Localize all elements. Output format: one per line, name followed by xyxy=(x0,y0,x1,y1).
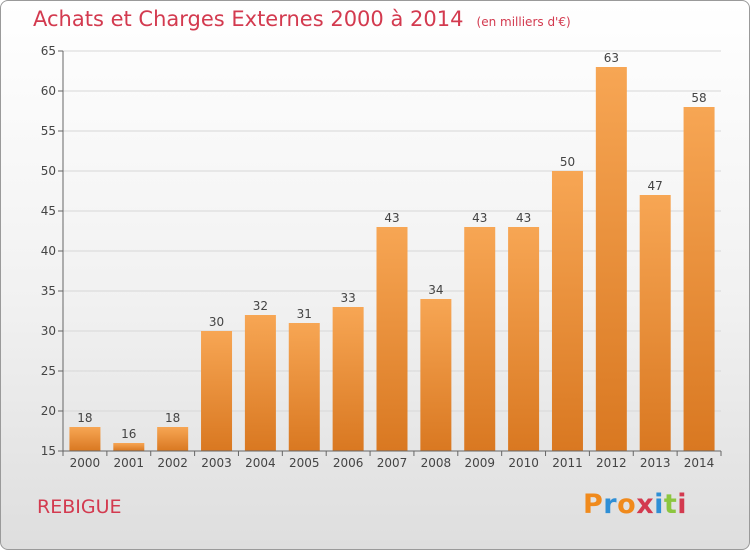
y-tick-label: 25 xyxy=(41,364,56,378)
x-tick-label-2010: 2010 xyxy=(508,456,539,470)
x-tick-label-2004: 2004 xyxy=(245,456,276,470)
logo-letter: P xyxy=(583,489,604,520)
bars: 18 16 18 30 32 31 33 43 34 43 43 50 63 47 58 xyxy=(69,51,715,451)
data-label-2005: 31 xyxy=(297,307,312,321)
x-tick-label-2006: 2006 xyxy=(333,456,364,470)
proxiti-logo[interactable]: Proxiti xyxy=(583,489,687,520)
y-tick-label: 30 xyxy=(41,324,56,338)
data-label-2014: 58 xyxy=(691,91,706,105)
bar-2009 xyxy=(464,227,496,451)
logo-letter: o xyxy=(617,489,637,520)
logo-letter: i xyxy=(654,489,664,520)
bar-2006 xyxy=(332,307,364,451)
x-tick-label-2001: 2001 xyxy=(114,456,145,470)
x-tick-label-2012: 2012 xyxy=(596,456,627,470)
bar-2000 xyxy=(69,427,101,451)
bar-2007 xyxy=(376,227,408,451)
bar-2008 xyxy=(420,299,452,451)
y-tick-label: 50 xyxy=(41,164,56,178)
x-tick-label-2007: 2007 xyxy=(377,456,408,470)
bar-2014 xyxy=(683,107,715,451)
logo-letter: i xyxy=(677,489,688,520)
bar-2012 xyxy=(595,67,627,451)
y-tick-label: 40 xyxy=(41,244,56,258)
logo-letter: r xyxy=(603,489,618,520)
x-tick-label-2011: 2011 xyxy=(552,456,583,470)
y-tick-label: 55 xyxy=(41,124,56,138)
data-label-2013: 47 xyxy=(648,179,663,193)
bar-2005 xyxy=(288,323,320,451)
data-label-2006: 33 xyxy=(340,291,355,305)
bar-2010 xyxy=(508,227,540,451)
chart-title-row: Achats et Charges Externes 2000 à 2014 (… xyxy=(33,7,571,31)
data-label-2010: 43 xyxy=(516,211,531,225)
data-label-2008: 34 xyxy=(428,283,443,297)
bar-2003 xyxy=(201,331,233,451)
chart-title: Achats et Charges Externes 2000 à 2014 xyxy=(33,7,464,31)
x-tick-label-2005: 2005 xyxy=(289,456,320,470)
bar-2002 xyxy=(157,427,189,451)
y-tick-label: 20 xyxy=(41,404,56,418)
y-tick-label: 45 xyxy=(41,204,56,218)
y-tick-label: 60 xyxy=(41,84,56,98)
data-label-2000: 18 xyxy=(77,411,92,425)
y-tick-label: 35 xyxy=(41,284,56,298)
x-tick-label-2008: 2008 xyxy=(421,456,452,470)
logo-letter: x xyxy=(636,489,655,520)
x-tick-label-2013: 2013 xyxy=(640,456,671,470)
chart-unit-label: (en milliers d'€) xyxy=(476,15,571,29)
data-label-2012: 63 xyxy=(604,51,619,65)
commune-name: REBIGUE xyxy=(37,496,122,518)
bar-2011 xyxy=(551,171,583,451)
x-tick-label-2002: 2002 xyxy=(157,456,188,470)
data-label-2007: 43 xyxy=(384,211,399,225)
data-label-2002: 18 xyxy=(165,411,180,425)
y-tick-label: 15 xyxy=(41,444,56,458)
axes: 15 20 25 30 35 40 45 50 55 60 65 2000 2001 2002 2003 20… xyxy=(41,44,722,470)
bar-2013 xyxy=(639,195,671,451)
logo-letter: t xyxy=(663,489,678,520)
data-label-2004: 32 xyxy=(253,299,268,313)
bar-2001 xyxy=(113,443,145,451)
data-label-2001: 16 xyxy=(121,427,136,441)
data-label-2003: 30 xyxy=(209,315,224,329)
x-tick-label-2000: 2000 xyxy=(70,456,101,470)
bar-2004 xyxy=(244,315,276,451)
x-tick-label-2014: 2014 xyxy=(684,456,715,470)
data-label-2009: 43 xyxy=(472,211,487,225)
x-tick-label-2003: 2003 xyxy=(201,456,232,470)
y-tick-label: 65 xyxy=(41,44,56,58)
x-tick-label-2009: 2009 xyxy=(464,456,495,470)
data-label-2011: 50 xyxy=(560,155,575,169)
